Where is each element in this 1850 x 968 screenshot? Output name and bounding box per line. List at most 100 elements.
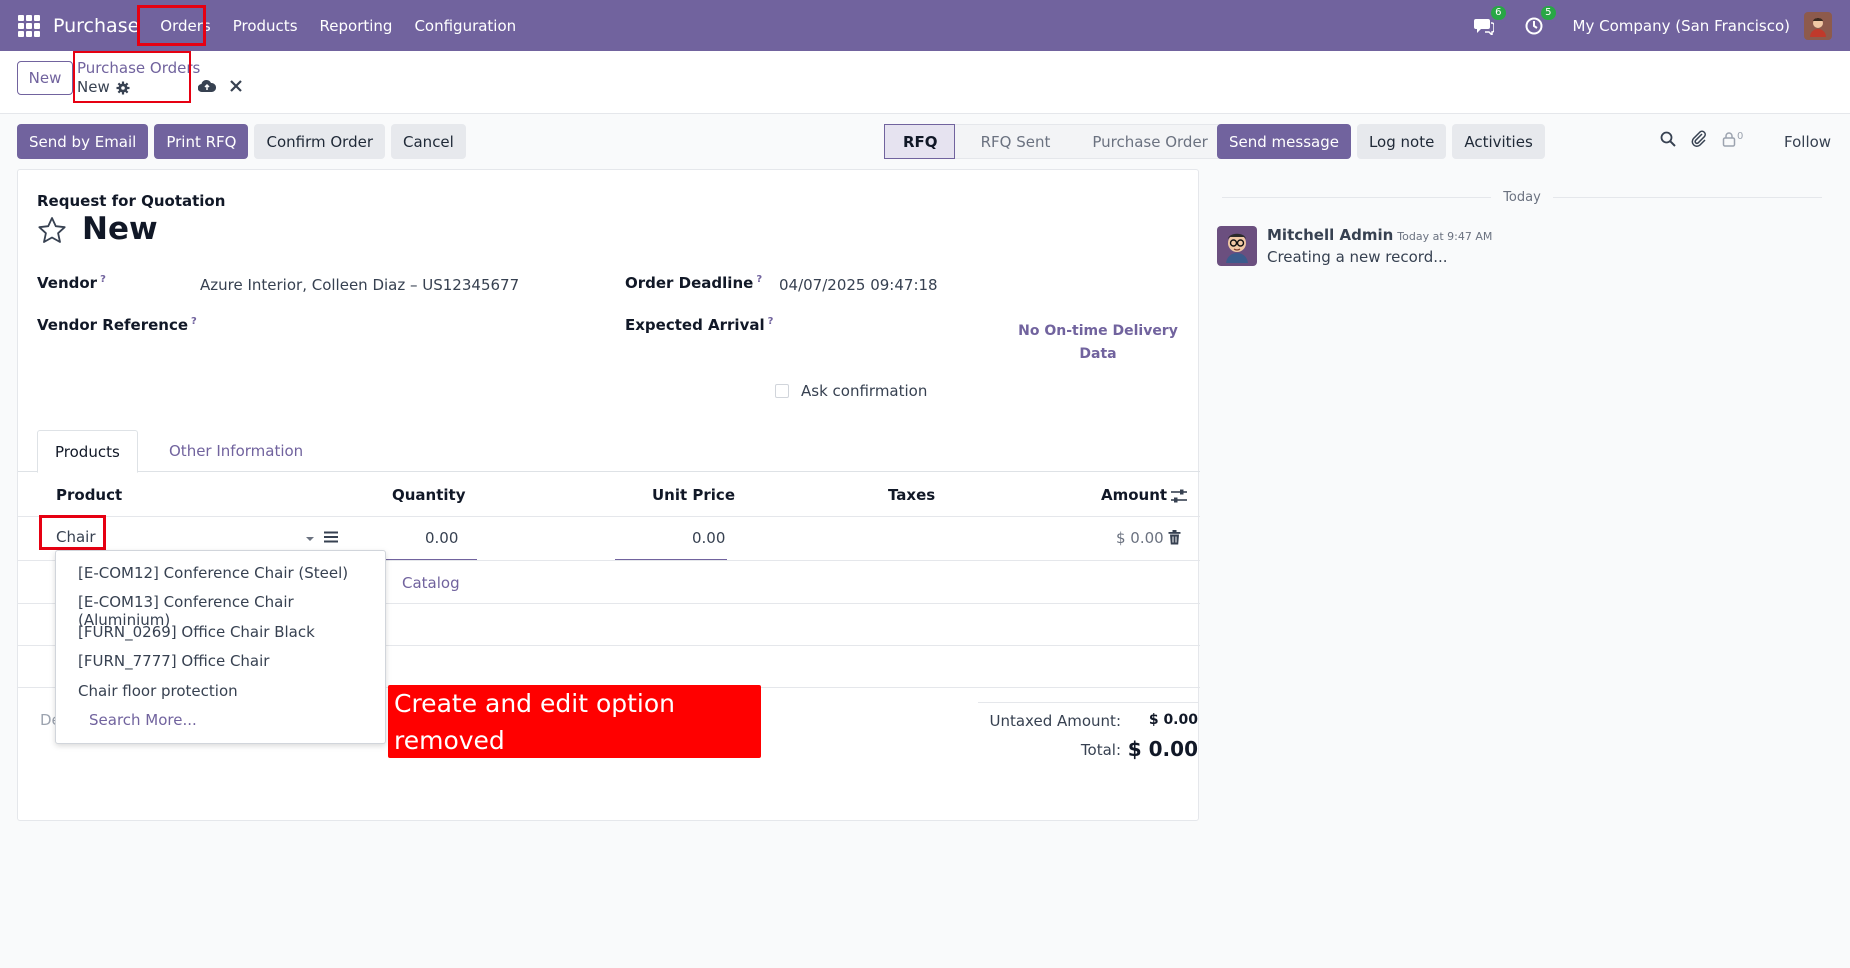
totals-divider xyxy=(978,702,1198,703)
document-type-label: Request for Quotation xyxy=(37,192,226,210)
activities-clock-icon[interactable]: 5 xyxy=(1523,5,1556,37)
autocomplete-option[interactable]: [FURN_7777] Office Chair xyxy=(78,652,270,670)
menu-reporting[interactable]: Reporting xyxy=(319,16,393,35)
activities-button[interactable]: Activities xyxy=(1452,124,1545,159)
user-avatar[interactable] xyxy=(1804,11,1832,40)
ask-confirmation-row: Ask confirmation xyxy=(775,382,927,400)
vendor-reference-label: Vendor Reference? xyxy=(37,316,197,334)
column-quantity[interactable]: Quantity xyxy=(392,486,466,504)
print-rfq-button[interactable]: Print RFQ xyxy=(154,124,249,159)
unit-price-input[interactable]: 0.00 xyxy=(692,529,726,547)
annotation-callout: Create and edit option removed Create op… xyxy=(388,685,761,792)
quantity-underline xyxy=(374,559,477,560)
stage-rfq[interactable]: RFQ xyxy=(884,124,955,159)
message-author[interactable]: Mitchell Admin xyxy=(1267,226,1394,244)
apps-grid-icon[interactable] xyxy=(18,14,40,37)
ask-confirmation-checkbox[interactable] xyxy=(775,384,789,398)
author-avatar[interactable] xyxy=(1217,226,1257,266)
autocomplete-option[interactable]: [E-COM12] Conference Chair (Steel) xyxy=(78,564,349,582)
quantity-input[interactable]: 0.00 xyxy=(425,529,459,547)
app-name[interactable]: Purchase xyxy=(53,14,140,37)
catalog-link[interactable]: Catalog xyxy=(402,574,460,592)
expected-arrival-field[interactable] xyxy=(779,316,979,338)
untaxed-amount-label: Untaxed Amount: xyxy=(989,712,1122,730)
autocomplete-option[interactable]: [E-COM13] Conference Chair (Aluminium) xyxy=(78,593,294,629)
order-deadline-field[interactable]: 04/07/2025 09:47:18 xyxy=(779,276,938,294)
annotation-line-1: Create and edit option removed xyxy=(394,689,675,755)
chatter-buttons: Send message Log note Activities xyxy=(1217,124,1545,159)
order-deadline-help-icon[interactable]: ? xyxy=(756,274,763,285)
date-separator: Today xyxy=(1222,190,1823,205)
new-record-button[interactable]: New xyxy=(17,61,73,95)
vendor-label: Vendor? xyxy=(37,274,106,292)
search-more-option[interactable]: Search More... xyxy=(89,711,197,729)
column-product[interactable]: Product xyxy=(56,486,123,504)
trash-delete-icon[interactable] xyxy=(1168,530,1181,545)
breadcrumb-current-label: New xyxy=(77,78,110,96)
message-time: Today at 9:47 AM xyxy=(1397,230,1493,243)
order-deadline-label: Order Deadline? xyxy=(625,274,763,292)
tab-products[interactable]: Products xyxy=(37,430,138,473)
product-input[interactable]: Chair xyxy=(56,528,96,546)
breadcrumb-current: New xyxy=(77,78,200,97)
row-divider-1 xyxy=(18,560,1200,561)
stage-rfq-sent[interactable]: RFQ Sent xyxy=(954,124,1067,159)
untaxed-amount-value: $ 0.00 xyxy=(1148,712,1198,728)
followers-lock-icon[interactable] xyxy=(1722,131,1736,147)
form-action-buttons: Send by Email Print RFQ Confirm Order Ca… xyxy=(17,124,466,159)
notebook-tabs: Products Other Information xyxy=(18,430,1200,473)
send-by-email-button[interactable]: Send by Email xyxy=(17,124,149,159)
breadcrumb-purchase-orders[interactable]: Purchase Orders xyxy=(77,59,201,77)
tab-other-information[interactable]: Other Information xyxy=(169,442,304,460)
ask-confirmation-label: Ask confirmation xyxy=(801,382,928,400)
product-autocomplete-dropdown: [E-COM12] Conference Chair (Steel) [E-CO… xyxy=(55,550,386,744)
cancel-button[interactable]: Cancel xyxy=(391,124,466,159)
expected-arrival-help-icon[interactable]: ? xyxy=(767,316,774,327)
company-switcher[interactable]: My Company (San Francisco) xyxy=(1572,16,1790,35)
menu-configuration[interactable]: Configuration xyxy=(414,16,517,35)
vendor-field[interactable]: Azure Interior, Colleen Diaz – US1234567… xyxy=(200,276,520,294)
optional-columns-toggle-icon[interactable] xyxy=(1170,488,1188,504)
follow-button[interactable]: Follow xyxy=(1784,133,1832,151)
menu-orders[interactable]: Orders xyxy=(160,16,211,35)
product-details-list-icon[interactable] xyxy=(324,531,338,543)
vendor-reference-field[interactable] xyxy=(200,316,590,338)
unit-price-underline xyxy=(615,559,727,560)
menu-products[interactable]: Products xyxy=(232,16,298,35)
autocomplete-option[interactable]: [FURN_0269] Office Chair Black xyxy=(78,623,315,641)
discard-close-icon[interactable] xyxy=(230,80,242,92)
column-taxes[interactable]: Taxes xyxy=(888,486,936,504)
column-amount[interactable]: Amount xyxy=(1101,486,1168,504)
search-icon[interactable] xyxy=(1660,131,1676,147)
chatter-message: Mitchell Admin Today at 9:47 AM Creating … xyxy=(1217,226,1492,266)
activities-badge: 5 xyxy=(1541,5,1556,20)
save-cloud-icon[interactable] xyxy=(198,79,216,93)
send-message-button[interactable]: Send message xyxy=(1217,124,1351,159)
expected-arrival-label: Expected Arrival? xyxy=(625,316,774,334)
vendor-help-icon[interactable]: ? xyxy=(100,274,106,285)
row-divider-2 xyxy=(18,603,1200,604)
chatter-icons: 0 xyxy=(1660,130,1743,148)
messages-badge: 6 xyxy=(1491,5,1506,20)
column-unit-price[interactable]: Unit Price xyxy=(652,486,735,504)
caret-down-icon[interactable] xyxy=(305,536,315,542)
stage-purchase-order[interactable]: Purchase Order xyxy=(1066,124,1224,159)
total-label: Total: xyxy=(1080,741,1121,759)
followers-count: 0 xyxy=(1737,131,1744,142)
messages-icon[interactable]: 6 xyxy=(1473,5,1506,37)
paperclip-icon[interactable] xyxy=(1690,130,1708,148)
control-panel: New Purchase Orders New xyxy=(0,51,1850,114)
amount-value: $ 0.00 xyxy=(1116,529,1164,547)
breadcrumb: Purchase Orders New xyxy=(77,59,200,97)
autocomplete-option[interactable]: Chair floor protection xyxy=(78,682,238,700)
gear-icon[interactable] xyxy=(116,81,130,95)
log-note-button[interactable]: Log note xyxy=(1356,124,1447,159)
vendor-reference-help-icon[interactable]: ? xyxy=(191,316,197,327)
confirm-order-button[interactable]: Confirm Order xyxy=(254,124,386,159)
star-favorite-icon[interactable] xyxy=(37,216,67,244)
top-navbar: Purchase Orders Products Reporting Confi… xyxy=(0,0,1850,51)
status-bar: RFQ RFQ Sent Purchase Order xyxy=(884,124,1224,159)
total-value: $ 0.00 xyxy=(1127,737,1198,761)
ontime-delivery-stat[interactable]: No On-time Delivery Data xyxy=(998,320,1198,366)
annotation-line-2: Create option removed xyxy=(394,763,683,792)
